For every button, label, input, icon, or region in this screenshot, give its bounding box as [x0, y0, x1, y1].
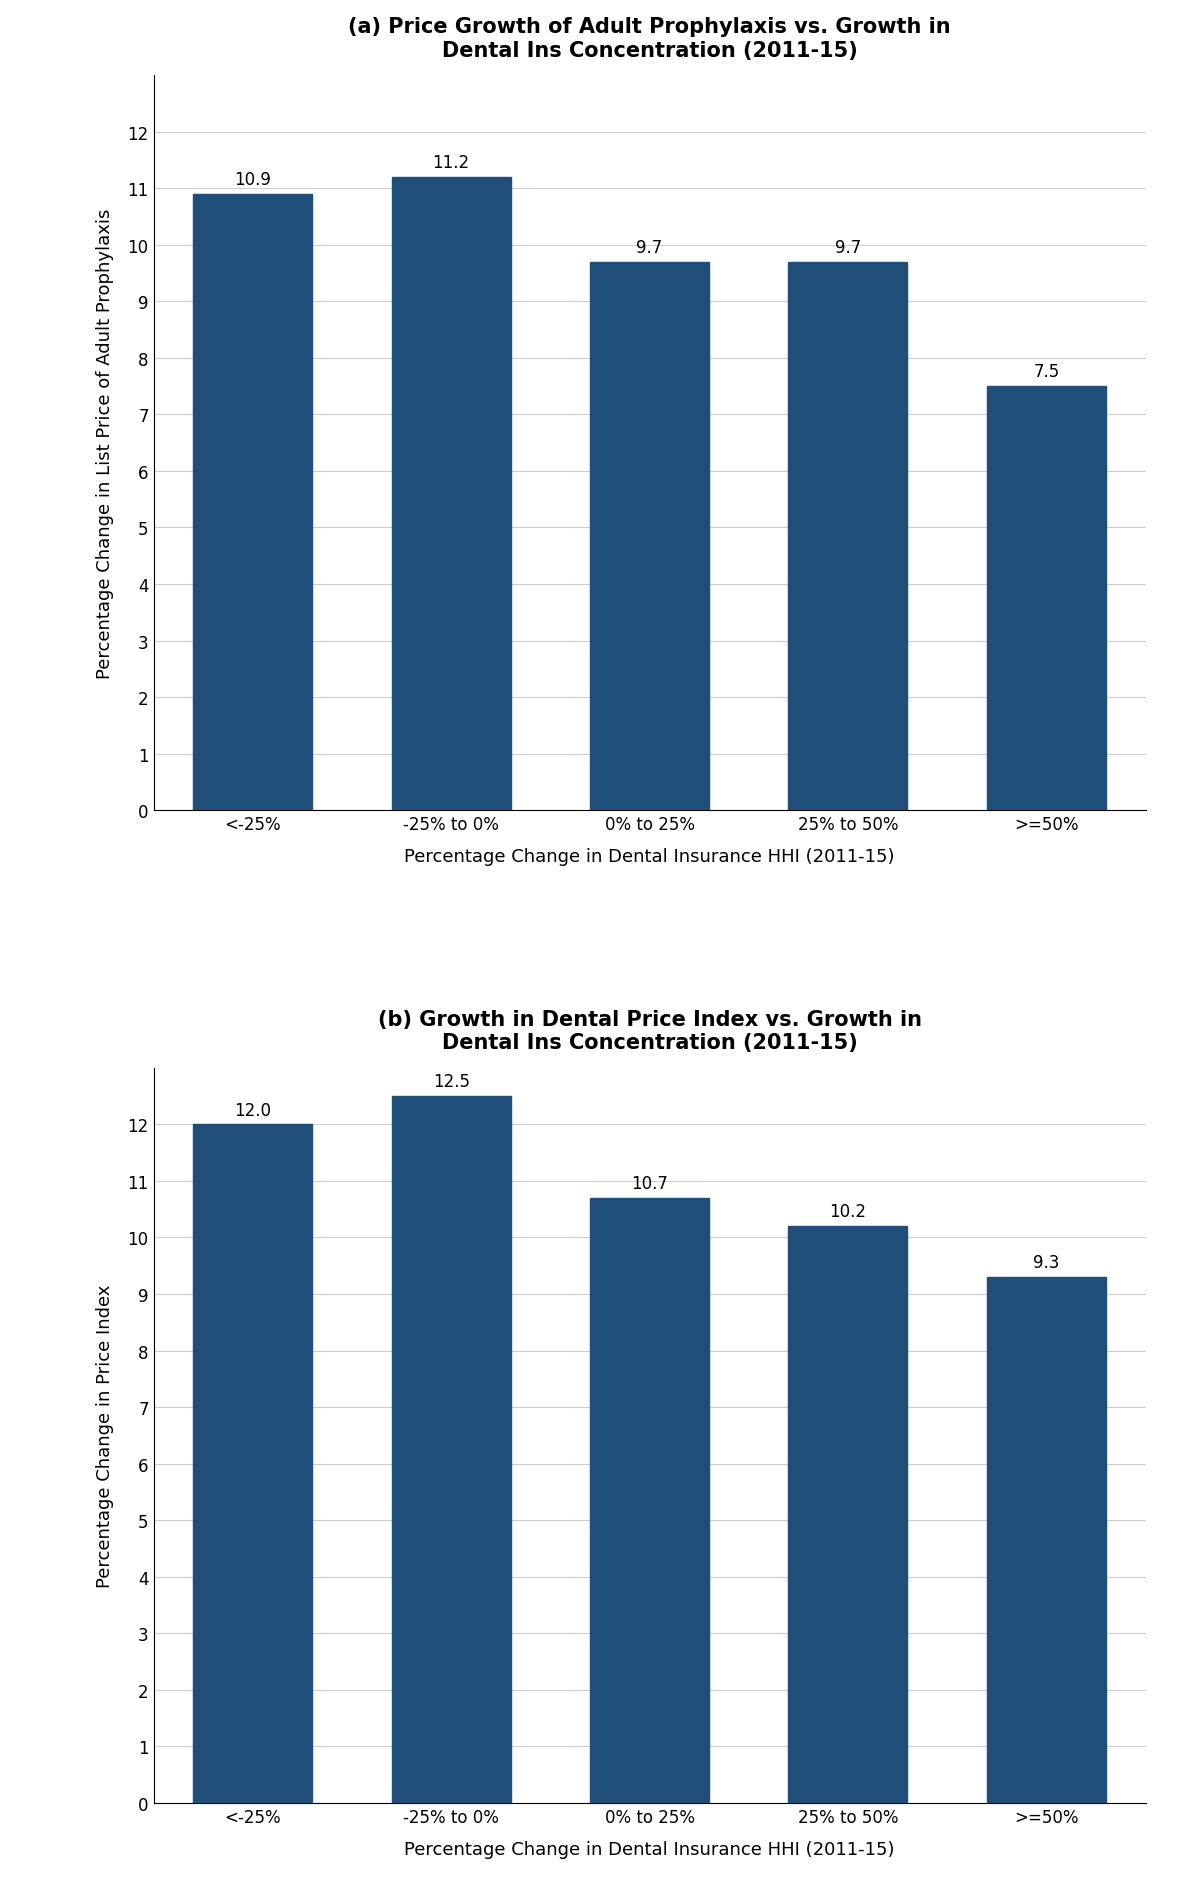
X-axis label: Percentage Change in Dental Insurance HHI (2011-15): Percentage Change in Dental Insurance HH…: [404, 848, 895, 865]
Bar: [987, 387, 1105, 810]
Text: 12.0: 12.0: [234, 1101, 272, 1120]
Title: (a) Price Growth of Adult Prophylaxis vs. Growth in
Dental Ins Concentration (20: (a) Price Growth of Adult Prophylaxis vs…: [348, 17, 951, 61]
Text: 9.7: 9.7: [637, 239, 663, 256]
X-axis label: Percentage Change in Dental Insurance HHI (2011-15): Percentage Change in Dental Insurance HH…: [404, 1839, 895, 1858]
Bar: [789, 262, 907, 810]
Bar: [590, 1198, 709, 1803]
Bar: [194, 195, 312, 810]
Text: 10.2: 10.2: [829, 1203, 867, 1220]
Y-axis label: Percentage Change in List Price of Adult Prophylaxis: Percentage Change in List Price of Adult…: [96, 209, 113, 678]
Bar: [194, 1126, 312, 1803]
Y-axis label: Percentage Change in Price Index: Percentage Change in Price Index: [96, 1285, 113, 1587]
Title: (b) Growth in Dental Price Index vs. Growth in
Dental Ins Concentration (2011-15: (b) Growth in Dental Price Index vs. Gro…: [378, 1010, 921, 1053]
Text: 11.2: 11.2: [432, 154, 470, 173]
Text: 9.7: 9.7: [835, 239, 861, 256]
Bar: [789, 1226, 907, 1803]
Text: 9.3: 9.3: [1033, 1255, 1059, 1272]
Text: 12.5: 12.5: [432, 1072, 470, 1091]
Bar: [392, 178, 510, 810]
Bar: [987, 1277, 1105, 1803]
Text: 7.5: 7.5: [1033, 363, 1059, 381]
Bar: [392, 1097, 510, 1803]
Text: 10.7: 10.7: [631, 1175, 668, 1192]
Bar: [590, 262, 709, 810]
Text: 10.9: 10.9: [234, 171, 272, 190]
